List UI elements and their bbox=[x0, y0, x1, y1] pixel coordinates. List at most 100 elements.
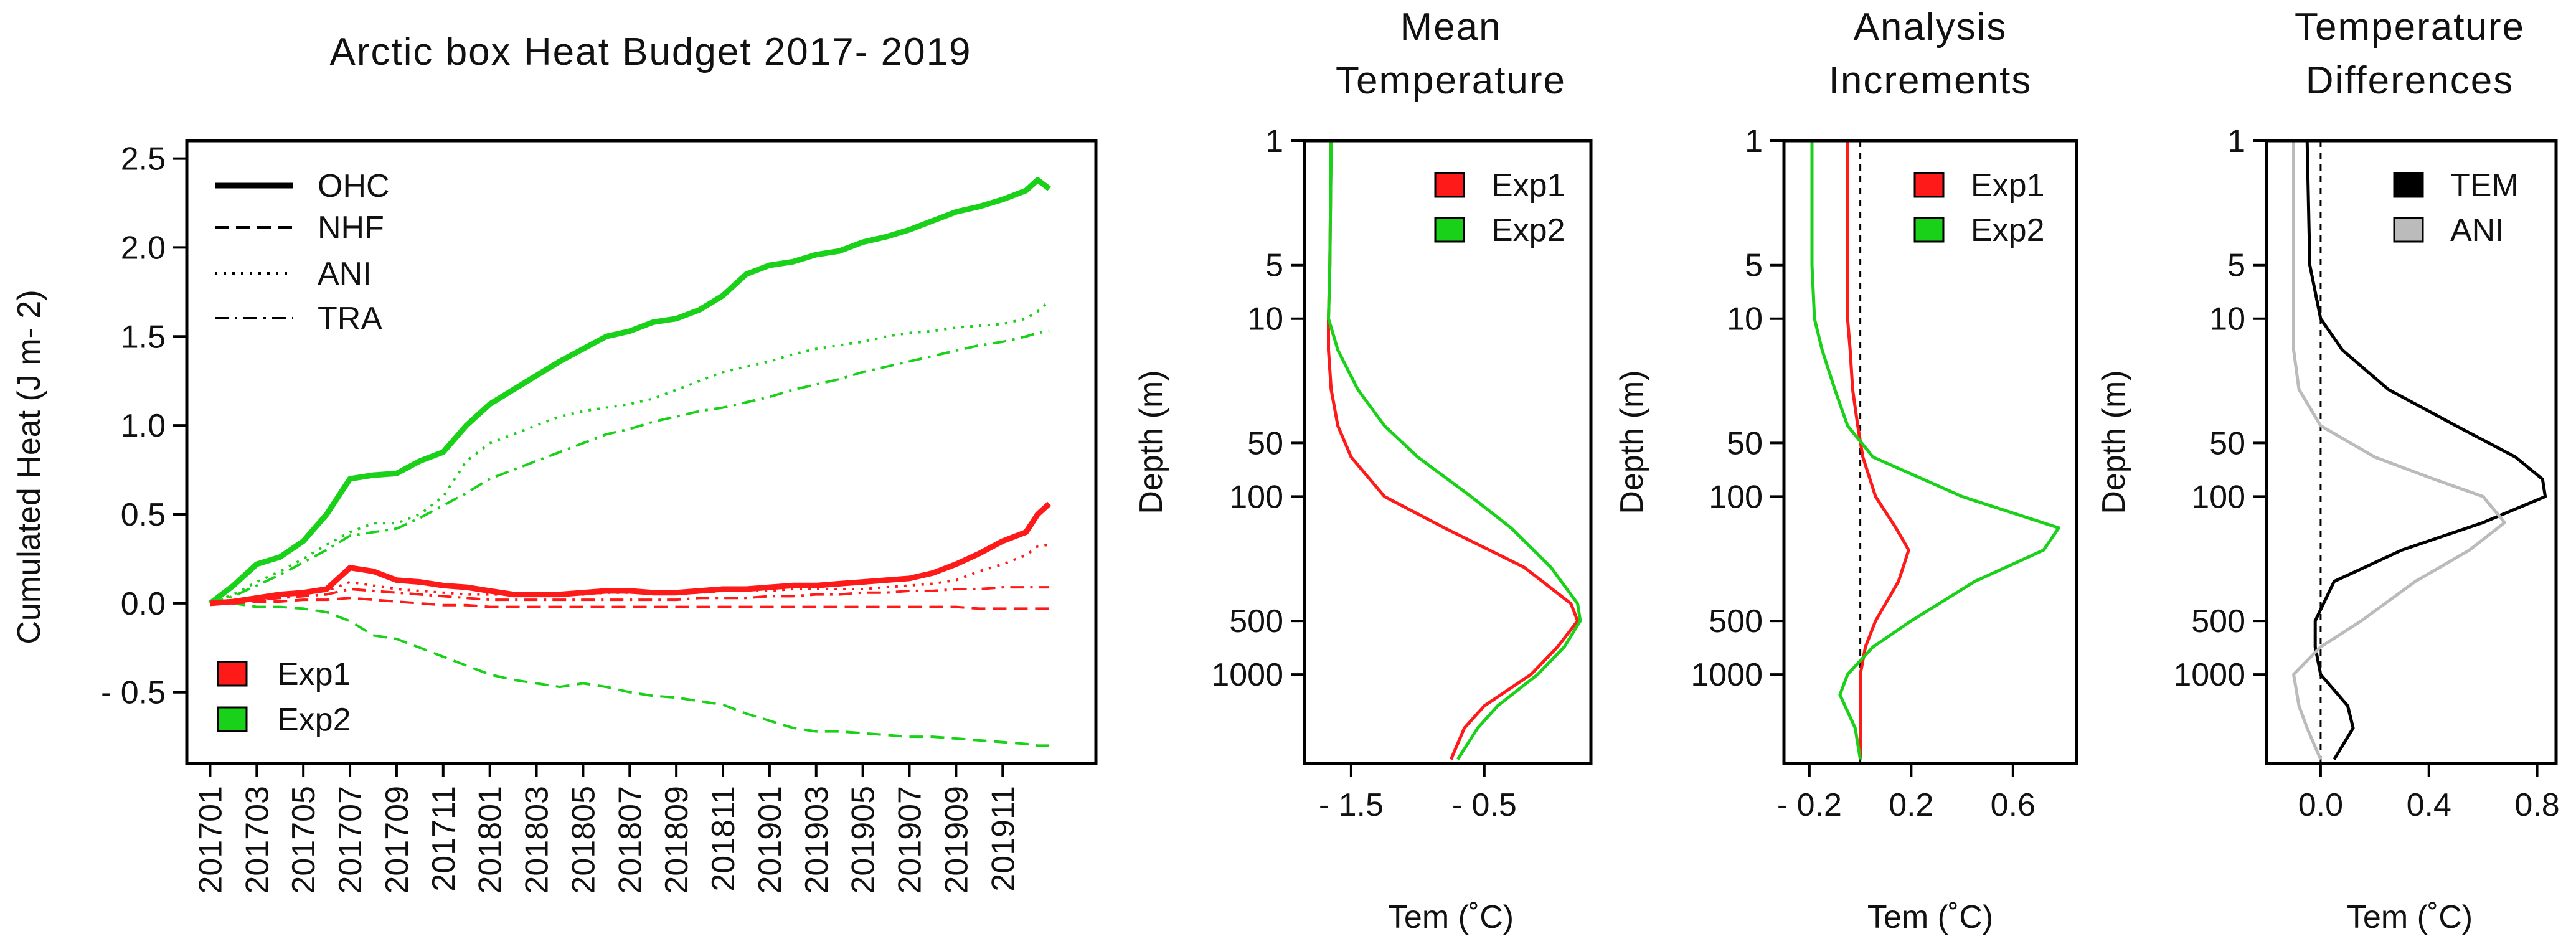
series-exp2-profile bbox=[1327, 140, 1582, 760]
legend-exp1-swatch bbox=[217, 661, 248, 687]
y-tick-label: 1000 bbox=[1691, 657, 1763, 693]
y-tick-label: 1 bbox=[2227, 123, 2245, 159]
series-exp1-profile bbox=[1327, 140, 1580, 760]
y-tick-label: 100 bbox=[1229, 479, 1283, 515]
x-tick-label: 0.8 bbox=[2514, 787, 2559, 823]
analysis-increments-legend: Exp1 Exp2 bbox=[1913, 168, 2045, 248]
heat-budget-experiment-legend: Exp1 Exp2 bbox=[217, 656, 351, 738]
x-tick-label: 0.2 bbox=[1889, 787, 1933, 823]
y-tick-label: 100 bbox=[2191, 479, 2245, 515]
heat-budget-frame bbox=[185, 139, 1098, 765]
mean-temperature-title-line2: Temperature bbox=[1336, 59, 1566, 102]
heat-budget-y-ticks: 2.5 2.0 1.5 1.0 0.5 0.0 - 0.5 bbox=[101, 141, 187, 711]
heat-budget-style-legend: OHC NHF ANI TRA bbox=[215, 168, 390, 337]
series-exp2-ani bbox=[209, 300, 1050, 605]
analysis-increments-title-line2: Increments bbox=[1829, 59, 2032, 102]
series-exp2-profile bbox=[1810, 141, 2060, 760]
mean-temperature-x-ticks: - 1.5 - 0.5 bbox=[1319, 763, 1517, 823]
x-tick-label: - 0.2 bbox=[1777, 787, 1842, 823]
legend-exp2-label: Exp2 bbox=[277, 702, 351, 738]
x-tick-label: 201711 bbox=[426, 786, 462, 892]
x-tick-label: 0.4 bbox=[2407, 787, 2451, 823]
x-tick-label: 201707 bbox=[333, 786, 369, 894]
y-tick-label: 0.0 bbox=[121, 586, 166, 622]
y-tick-label: 2.5 bbox=[121, 141, 166, 177]
y-tick-label: 500 bbox=[2191, 603, 2245, 640]
legend-exp2-swatch bbox=[217, 706, 248, 732]
x-tick-label: 201807 bbox=[612, 786, 648, 894]
x-tick-label: 201701 bbox=[192, 786, 229, 894]
y-tick-label: 100 bbox=[1709, 479, 1763, 515]
y-tick-label: 10 bbox=[2209, 301, 2245, 338]
mean-temperature-x-label: Tem (˚C) bbox=[1388, 899, 1514, 935]
ai-legend-exp1-label: Exp1 bbox=[1971, 168, 2045, 204]
series-exp2-nhf bbox=[210, 602, 1050, 747]
heat-budget-x-ticks: 201701 201703 201705 201707 201709 201711 2018… bbox=[192, 763, 1021, 894]
td-legend-tem-swatch bbox=[2393, 172, 2424, 198]
td-legend-ani-swatch bbox=[2393, 217, 2424, 243]
temperature-differences-y-ticks: 1 5 10 50 100 500 1000 bbox=[2173, 123, 2267, 693]
y-tick-label: 50 bbox=[2209, 425, 2245, 461]
temperature-differences-x-label: Tem (˚C) bbox=[2347, 899, 2473, 935]
x-tick-label: - 1.5 bbox=[1319, 787, 1384, 823]
series-tem-profile bbox=[2305, 140, 2547, 760]
x-tick-label: 0.6 bbox=[1991, 787, 2036, 823]
y-tick-label: 10 bbox=[1727, 301, 1763, 338]
x-tick-label: - 0.5 bbox=[1452, 787, 1517, 823]
mean-temperature-frame bbox=[1303, 139, 1593, 765]
mean-temperature-y-label: Depth (m) bbox=[1133, 370, 1169, 514]
legend-ani-label: ANI bbox=[318, 256, 372, 292]
y-tick-label: 5 bbox=[2227, 248, 2245, 284]
analysis-increments-y-label: Depth (m) bbox=[1614, 370, 1650, 514]
y-tick-label: 1.0 bbox=[121, 408, 166, 444]
series-exp2-tra bbox=[209, 329, 1050, 605]
x-tick-label: 201905 bbox=[846, 786, 882, 894]
x-tick-label: 201911 bbox=[985, 786, 1021, 892]
analysis-increments-title-line1: Analysis bbox=[1854, 6, 2007, 49]
x-tick-label: 201909 bbox=[938, 786, 974, 894]
x-tick-label: 0.0 bbox=[2298, 787, 2343, 823]
mean-temperature-legend: Exp1 Exp2 bbox=[1434, 168, 1565, 248]
temperature-differences-frame bbox=[2265, 139, 2558, 765]
x-tick-label: 201705 bbox=[286, 786, 322, 894]
analysis-increments-x-label: Tem (˚C) bbox=[1867, 899, 1993, 935]
x-tick-label: 201805 bbox=[565, 786, 602, 894]
mt-legend-exp2-label: Exp2 bbox=[1491, 212, 1565, 248]
x-tick-label: 201703 bbox=[239, 786, 275, 894]
x-tick-label: 201907 bbox=[892, 786, 928, 894]
heat-budget-panel: Arctic box Heat Budget 2017- 2019 Cumula… bbox=[11, 31, 1098, 894]
y-tick-label: 1.5 bbox=[121, 319, 166, 355]
x-tick-label: 201803 bbox=[519, 786, 555, 894]
temperature-differences-legend: TEM ANI bbox=[2393, 168, 2519, 248]
y-tick-label: 5 bbox=[1745, 248, 1763, 284]
mean-temperature-panel: Mean Temperature Depth (m) Tem (˚C) 1 5 10… bbox=[1133, 6, 1593, 935]
ai-legend-exp1-swatch bbox=[1913, 172, 1945, 198]
heat-budget-y-label: Cumulated Heat (J m- 2) bbox=[11, 290, 47, 644]
series-exp1-profile bbox=[1846, 141, 1910, 760]
analysis-increments-panel: Analysis Increments Depth (m) Tem (˚C) 1… bbox=[1614, 6, 2078, 935]
series-exp1-tra bbox=[210, 586, 1050, 605]
y-tick-label: 5 bbox=[1265, 248, 1283, 284]
x-tick-label: 201901 bbox=[752, 786, 788, 894]
mean-temperature-title-line1: Mean bbox=[1400, 6, 1501, 49]
x-tick-label: 201903 bbox=[799, 786, 835, 894]
mt-legend-exp1-label: Exp1 bbox=[1491, 168, 1565, 204]
mt-legend-exp2-swatch bbox=[1434, 217, 1465, 243]
y-tick-label: 1 bbox=[1265, 123, 1283, 159]
legend-ohc-label: OHC bbox=[318, 168, 390, 204]
legend-exp1-label: Exp1 bbox=[277, 656, 351, 692]
y-tick-label: 1000 bbox=[2173, 657, 2245, 693]
legend-nhf-label: NHF bbox=[318, 210, 384, 246]
temperature-differences-x-ticks: 0.0 0.4 0.8 bbox=[2298, 763, 2560, 823]
y-tick-label: 10 bbox=[1247, 301, 1283, 338]
analysis-increments-x-ticks: - 0.2 0.2 0.6 bbox=[1777, 763, 2036, 823]
heat-budget-title: Arctic box Heat Budget 2017- 2019 bbox=[329, 31, 971, 73]
x-tick-label: 201809 bbox=[659, 786, 695, 894]
y-tick-label: 1000 bbox=[1211, 657, 1283, 693]
td-legend-tem-label: TEM bbox=[2450, 168, 2519, 204]
mean-temperature-y-ticks: 1 5 10 50 100 500 1000 bbox=[1211, 123, 1305, 693]
analysis-increments-series bbox=[1810, 141, 2060, 763]
series-ani-profile bbox=[2292, 141, 2506, 760]
y-tick-label: 500 bbox=[1709, 603, 1763, 640]
